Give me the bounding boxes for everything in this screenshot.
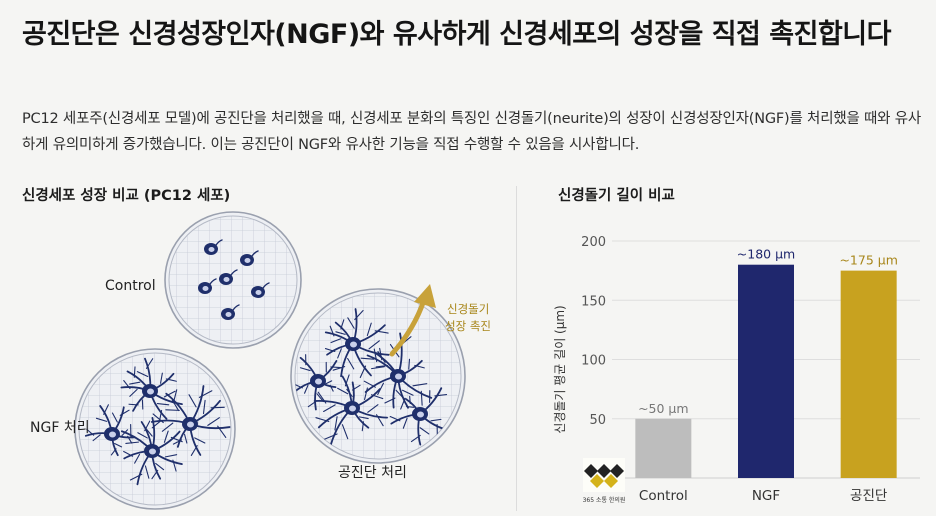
chart-data-label: ~175 μm	[839, 253, 897, 268]
neuron-cell	[295, 354, 341, 411]
chart-title: 신경돌기 길이 비교	[558, 188, 675, 204]
cell-dish-illustration: Control NGF 처리 공진단 처리 신경돌기 성장 촉진	[30, 211, 491, 510]
page-description: PC12 세포주(신경세포 모델)에 공진단을 처리했을 때, 신경세포 분화의…	[22, 111, 921, 153]
growth-arrow-icon	[389, 284, 436, 357]
control-dish-label: Control	[105, 278, 156, 294]
chart-x-tick-label: 공진단	[850, 488, 887, 504]
round-cell	[204, 239, 223, 255]
panel-divider	[516, 186, 517, 511]
clinic-logo: 365 소통 한의원	[583, 458, 625, 506]
round-cell	[198, 278, 217, 294]
neuron-cell	[389, 387, 448, 446]
chart-y-tick-label: 200	[581, 235, 606, 250]
round-cell	[221, 304, 240, 320]
neuron-cell	[84, 404, 136, 457]
chart-data-label: ~180 μm	[737, 247, 795, 262]
chart-y-tick-label: 150	[581, 294, 606, 309]
ngf-dish-label: NGF 처리	[30, 420, 90, 436]
clinic-logo-text: 365 소통 한의원	[582, 497, 626, 504]
ngf-dish	[74, 348, 236, 510]
chart-bar	[635, 418, 692, 478]
clinic-logo-icon	[583, 458, 625, 492]
chart-x-tick-label: NGF	[752, 488, 780, 504]
gongjindan-dish	[290, 288, 466, 464]
annotation-line1: 신경돌기	[447, 302, 489, 316]
page-title: 공진단은 신경성장인자(NGF)와 유사하게 신경세포의 성장을 직접 촉진합니…	[22, 19, 891, 50]
neurite-length-chart: 50 100 150 200 ~50 μm Control ~180 μm NGF ~175 …	[553, 235, 920, 504]
neuron-cell	[120, 357, 183, 423]
round-cell	[219, 269, 238, 285]
chart-y-tick-label: 50	[589, 413, 606, 428]
chart-x-tick-label: Control	[639, 488, 688, 504]
round-cell	[240, 250, 259, 266]
chart-y-tick-label: 100	[581, 354, 606, 369]
chart-bar	[840, 270, 897, 478]
neuron-cell	[324, 308, 390, 379]
chart-data-label: ~50 μm	[638, 401, 688, 416]
chart-y-axis-label: 신경돌기 평균 길이 (μm)	[553, 305, 567, 433]
control-dish	[164, 211, 302, 349]
round-cell	[251, 282, 270, 298]
chart-bar	[738, 264, 794, 478]
gongjindan-dish-label: 공진단 처리	[338, 465, 407, 481]
neuron-cell	[150, 385, 231, 456]
neuron-cell	[363, 332, 433, 410]
neuron-cell	[313, 374, 389, 447]
annotation-line2: 성장 촉진	[445, 319, 491, 333]
left-panel-title: 신경세포 성장 비교 (PC12 세포)	[22, 188, 231, 204]
